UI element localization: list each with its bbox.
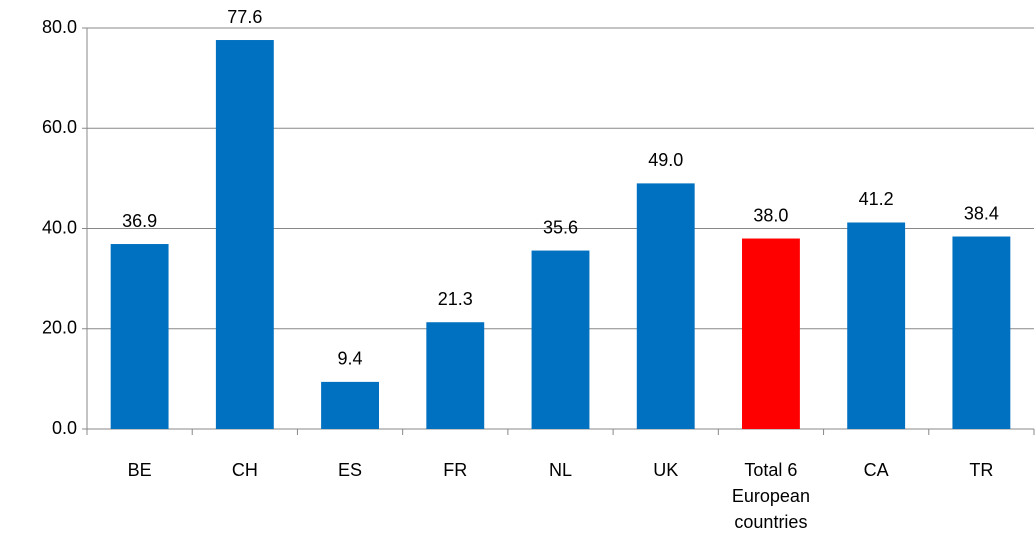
data-label: 38.0 xyxy=(753,205,788,225)
bar xyxy=(215,40,274,429)
bar xyxy=(531,250,590,429)
x-tick-label: ES xyxy=(338,460,363,480)
x-tick-label: Total 6 European countries xyxy=(731,460,810,532)
x-tick-label: CA xyxy=(863,460,889,480)
data-label: 21.3 xyxy=(438,289,473,309)
x-tick-label: FR xyxy=(443,460,468,480)
bar xyxy=(636,183,695,429)
x-tick-label: UK xyxy=(653,460,679,480)
bar xyxy=(742,238,800,429)
bar xyxy=(110,244,169,429)
y-tick-label: 40.0 xyxy=(42,217,77,237)
data-label: 77.6 xyxy=(227,7,262,27)
data-label: 9.4 xyxy=(338,349,363,369)
data-label: 36.9 xyxy=(122,211,157,231)
x-tick-label: TR xyxy=(969,460,994,480)
x-tick-label: NL xyxy=(548,460,572,480)
bar xyxy=(426,322,485,429)
bar xyxy=(321,381,379,429)
x-tick-label: CH xyxy=(231,460,258,480)
y-tick-label: 0.0 xyxy=(52,418,77,438)
data-label: 35.6 xyxy=(543,217,578,237)
x-tick-label: BE xyxy=(127,460,152,480)
data-label: 49.0 xyxy=(648,150,683,170)
bar xyxy=(952,236,1011,429)
bar xyxy=(847,222,906,429)
y-tick-label: 20.0 xyxy=(42,318,77,338)
y-tick-label: 80.0 xyxy=(42,17,77,37)
data-label: 38.4 xyxy=(964,203,999,223)
data-label: 41.2 xyxy=(859,189,894,209)
y-tick-label: 60.0 xyxy=(42,117,77,137)
